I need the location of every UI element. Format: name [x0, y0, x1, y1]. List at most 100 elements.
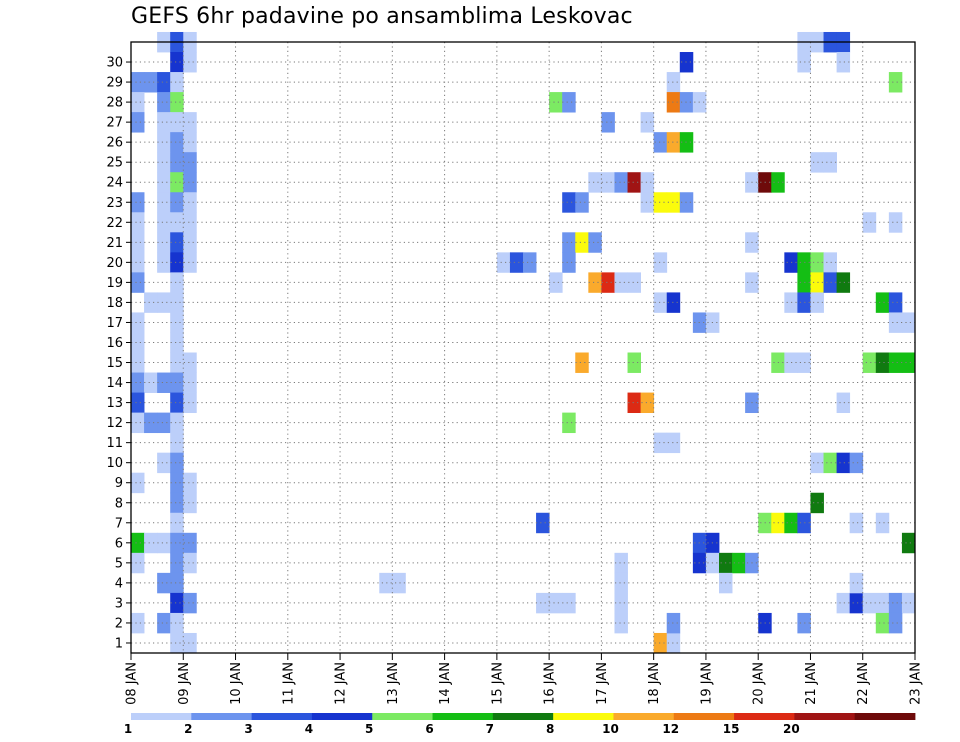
heatmap-cell: [888, 592, 903, 614]
heatmap-cell: [170, 332, 184, 353]
x-tick-label: 23 JAN: [909, 662, 924, 705]
heatmap-cell: [575, 352, 589, 373]
heatmap-cell: [131, 112, 145, 133]
heatmap-cell: [131, 552, 145, 574]
heatmap-cell: [575, 192, 589, 213]
heatmap-cell: [170, 592, 184, 614]
heatmap-cell: [170, 452, 184, 474]
heatmap-cell: [901, 532, 916, 554]
x-tick-label: 13 JAN: [386, 662, 401, 705]
colorbar-label: 8: [546, 722, 554, 736]
heatmap-cell: [170, 72, 184, 93]
heatmap-cell: [797, 52, 811, 73]
heatmap-cell: [849, 592, 864, 614]
heatmap-cell: [797, 292, 811, 313]
heatmap-cell: [131, 352, 145, 373]
heatmap-cell: [170, 272, 184, 293]
heatmap-cell: [810, 272, 824, 293]
heatmap-cell: [875, 512, 890, 534]
y-tick-label: 12: [106, 416, 123, 431]
heatmap-cell: [810, 252, 824, 273]
y-tick-label: 16: [106, 336, 123, 351]
heatmap-cell: [888, 292, 903, 313]
y-tick-label: 4: [115, 576, 123, 591]
heatmap-cell: [183, 532, 197, 554]
heatmap-cell: [588, 272, 602, 293]
heatmap-cell: [131, 212, 145, 233]
heatmap-cell: [131, 72, 145, 93]
heatmap-cell: [157, 252, 171, 273]
heatmap-cell: [170, 352, 184, 373]
heatmap-cell: [640, 112, 655, 133]
heatmap-cell: [170, 52, 184, 73]
heatmap-cell: [653, 292, 668, 313]
x-tick-label: 12 JAN: [334, 662, 349, 705]
heatmap-cell: [170, 532, 184, 554]
heatmap-cell: [170, 632, 184, 654]
heatmap-cell: [170, 552, 184, 574]
heatmap-cell: [170, 472, 184, 494]
heatmap-cell: [170, 172, 184, 193]
heatmap-cell: [849, 452, 864, 474]
x-tick-label: 22 JAN: [856, 662, 871, 705]
heatmap-cell: [157, 572, 171, 594]
y-tick-label: 15: [106, 356, 123, 371]
heatmap-cell: [183, 492, 197, 514]
heatmap-cell: [509, 252, 524, 273]
heatmap-cell: [170, 112, 184, 133]
heatmap-cell: [157, 612, 171, 634]
y-tick-label: 21: [106, 236, 123, 251]
heatmap-cell: [170, 572, 184, 594]
colorbar-label: 4: [305, 722, 313, 736]
heatmap-cell: [131, 412, 145, 434]
heatmap-cell: [562, 252, 576, 273]
heatmap-cell: [797, 272, 811, 293]
heatmap-cell: [627, 272, 641, 293]
heatmap-cell: [640, 392, 655, 414]
heatmap-cell: [562, 192, 576, 213]
heatmap-cell: [157, 192, 171, 213]
colorbar-segment: [673, 713, 735, 720]
heatmap-cell: [614, 612, 628, 634]
y-tick-label: 29: [106, 76, 123, 91]
x-tick-label: 20 JAN: [752, 662, 767, 705]
heatmap-cell: [170, 252, 184, 273]
x-tick-label: 08 JAN: [125, 662, 140, 705]
colorbar-label: 15: [723, 722, 740, 736]
heatmap-cell: [170, 312, 184, 333]
heatmap-cell: [653, 132, 668, 153]
x-tick-label: 19 JAN: [699, 662, 714, 705]
heatmap-cell: [183, 172, 197, 193]
y-tick-label: 13: [106, 396, 123, 411]
colorbar-segment: [131, 713, 192, 720]
heatmap-cell: [183, 112, 197, 133]
heatmap-cell: [157, 232, 171, 253]
y-tick-label: 11: [106, 436, 123, 451]
y-tick-label: 14: [106, 376, 123, 391]
heatmap-cell: [170, 292, 184, 313]
heatmap-cell: [797, 612, 811, 634]
heatmap-cell: [157, 172, 171, 193]
heatmap-cell: [666, 432, 681, 454]
x-tick-label: 11 JAN: [281, 662, 296, 705]
heatmap-cell: [170, 612, 184, 634]
colorbar-segment: [191, 713, 253, 720]
heatmap-cell: [797, 252, 811, 273]
heatmap-cell: [862, 352, 877, 373]
heatmap-cell: [131, 92, 145, 113]
heatmap-cell: [614, 272, 628, 293]
heatmap-cell: [836, 392, 851, 414]
y-tick-label: 25: [106, 156, 123, 171]
heatmap-cell: [588, 172, 602, 193]
heatmap-cell: [653, 252, 668, 273]
heatmap-cell: [131, 192, 145, 213]
heatmap-cell: [836, 592, 851, 614]
heatmap-cell: [170, 372, 184, 393]
y-tick-label: 23: [106, 196, 123, 211]
heatmap-cell: [157, 292, 171, 313]
colorbar-label: 10: [602, 722, 619, 736]
heatmap-cell: [131, 232, 145, 253]
y-tick-label: 30: [106, 56, 123, 71]
heatmap-cell: [836, 52, 851, 73]
heatmap-cell: [131, 272, 145, 293]
